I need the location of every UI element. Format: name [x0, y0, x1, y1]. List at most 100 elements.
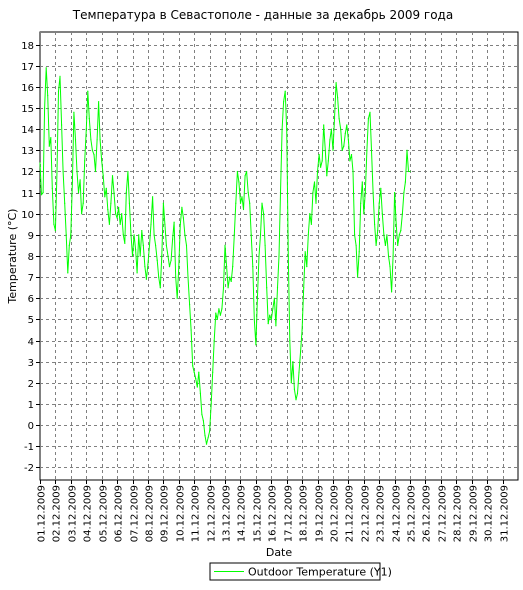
x-tick-label: 23.12.2009: [376, 485, 387, 542]
data-point: [141, 230, 143, 232]
data-point: [303, 287, 305, 289]
y-tick-label: -2: [24, 463, 34, 474]
data-point: [400, 230, 402, 232]
data-point: [304, 251, 306, 253]
data-point: [182, 217, 184, 219]
data-point: [293, 388, 295, 390]
data-point: [250, 234, 252, 236]
data-point: [301, 329, 303, 331]
data-point: [125, 192, 127, 194]
data-point: [252, 266, 254, 268]
data-point: [59, 75, 61, 77]
data-point: [370, 149, 373, 151]
data-point: [392, 255, 394, 257]
data-point: [127, 170, 129, 173]
data-point: [295, 399, 297, 401]
data-point: [340, 128, 342, 130]
data-point: [115, 213, 117, 215]
data-point: [118, 206, 120, 208]
data-point: [232, 266, 234, 268]
x-tick-label: 20.12.2009: [330, 485, 341, 542]
data-point: [104, 196, 106, 198]
x-tick-label: 31.12.2009: [500, 485, 511, 542]
data-point: [343, 145, 345, 147]
data-point: [181, 206, 183, 208]
data-point: [226, 266, 228, 268]
x-tick-label: 12.12.2009: [207, 485, 218, 542]
series-layer: [39, 67, 411, 445]
data-point: [219, 314, 221, 316]
data-point: [93, 154, 95, 156]
data-point: [101, 160, 103, 162]
data-point: [142, 244, 144, 246]
data-point: [229, 276, 231, 278]
data-point: [88, 118, 90, 120]
data-point: [105, 187, 107, 189]
y-tick-label: 8: [28, 252, 34, 263]
data-point: [238, 181, 240, 183]
x-tick-label: 21.12.2009: [345, 485, 356, 542]
y-tick-label: 11: [21, 189, 34, 200]
data-point: [204, 435, 206, 437]
data-point: [84, 160, 86, 162]
data-point: [375, 244, 377, 246]
data-point: [185, 244, 188, 246]
data-point: [227, 287, 229, 289]
data-point: [276, 287, 279, 289]
data-point: [184, 234, 186, 236]
x-tick-label: 27.12.2009: [438, 485, 449, 542]
data-point: [221, 308, 223, 310]
x-tick-label: 01.12.2009: [37, 485, 48, 542]
data-point: [298, 371, 300, 373]
legend: Outdoor Temperature (Y1): [209, 562, 392, 581]
data-point: [168, 266, 171, 268]
data-point: [296, 392, 299, 394]
data-point: [401, 213, 403, 215]
data-point: [278, 255, 280, 257]
data-point: [198, 371, 200, 373]
data-point: [355, 244, 357, 246]
data-point: [61, 124, 63, 126]
data-point: [158, 276, 160, 278]
data-point: [321, 160, 323, 162]
data-point: [286, 128, 288, 130]
y-tick-label: 15: [21, 104, 34, 115]
data-point: [324, 149, 326, 151]
data-point: [333, 118, 336, 120]
data-point: [341, 149, 343, 151]
x-tick-label: 05.12.2009: [99, 485, 110, 542]
data-point: [267, 323, 269, 325]
data-point: [155, 244, 157, 246]
data-point: [110, 202, 112, 204]
data-point: [152, 196, 154, 198]
data-point: [361, 181, 363, 183]
data-point: [386, 234, 388, 236]
data-point: [397, 244, 399, 246]
data-point: [162, 202, 164, 204]
data-point: [329, 139, 331, 141]
data-point: [164, 223, 166, 225]
data-point: [65, 234, 67, 236]
data-point: [96, 139, 98, 141]
data-point: [98, 101, 100, 103]
data-point: [138, 234, 140, 236]
data-point: [236, 170, 238, 173]
y-tick-label: 6: [28, 294, 34, 305]
data-point: [403, 192, 405, 194]
data-point: [394, 192, 396, 194]
x-tick-label: 24.12.2009: [392, 485, 403, 542]
data-point: [212, 371, 214, 373]
data-point: [87, 90, 89, 92]
data-point: [398, 234, 400, 236]
data-point: [289, 339, 291, 342]
data-point: [255, 344, 257, 346]
data-point: [139, 255, 141, 257]
data-point: [284, 90, 286, 92]
data-point: [367, 118, 369, 120]
data-point: [40, 194, 43, 196]
data-point: [279, 192, 282, 194]
data-point: [131, 255, 134, 257]
data-point: [253, 318, 255, 320]
data-point: [119, 223, 121, 225]
data-point: [270, 318, 272, 320]
